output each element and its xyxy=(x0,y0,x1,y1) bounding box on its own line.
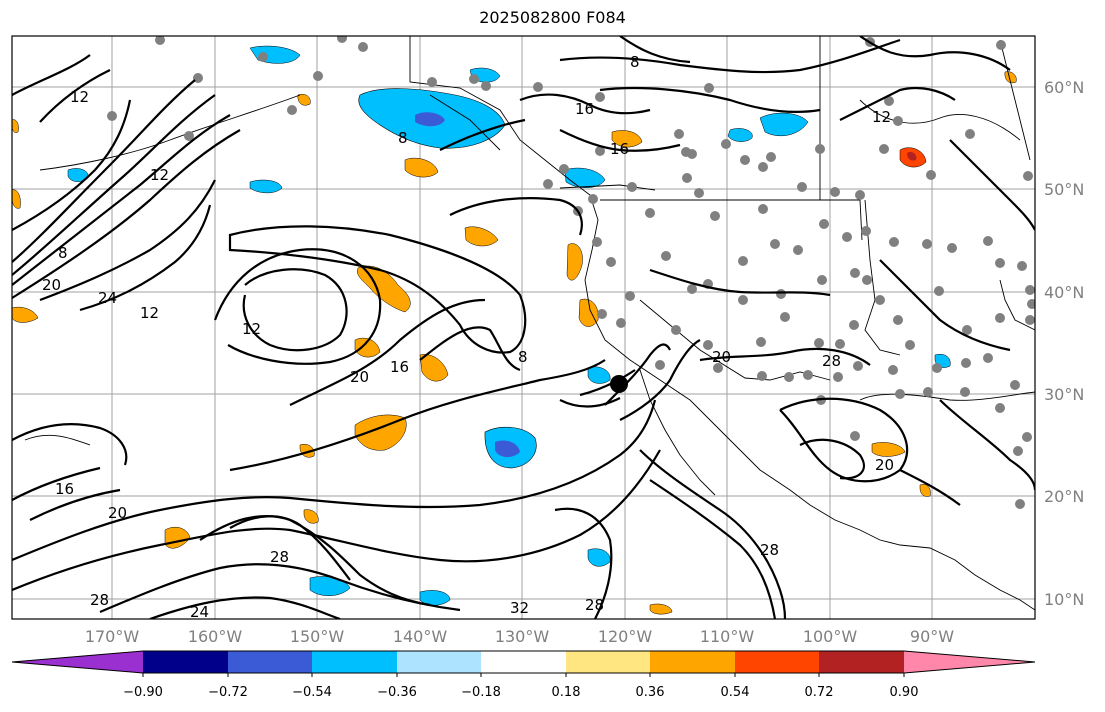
contour-label: 28 xyxy=(822,352,841,370)
colorbar-segment xyxy=(735,651,819,673)
contour-label: 28 xyxy=(270,548,289,566)
contour-labels: 8 8 8 8 12 12 12 12 12 16 16 16 16 20 20… xyxy=(42,53,894,621)
contour-label: 24 xyxy=(190,603,209,621)
map-title: 2025082800 F084 xyxy=(479,8,626,27)
colorbar-tick-label: 0.72 xyxy=(805,685,834,700)
colorbar-segment xyxy=(650,651,735,673)
contour-label: 16 xyxy=(390,358,409,376)
contour-label: 8 xyxy=(58,244,68,262)
lon-tick-label: 90°W xyxy=(910,627,954,646)
contour-label: 20 xyxy=(350,368,369,386)
contour-label: 28 xyxy=(90,591,109,609)
colorbar-tick-label: −0.72 xyxy=(208,685,248,700)
colorbar-segment xyxy=(904,651,1035,673)
lon-tick-label: 100°W xyxy=(803,627,858,646)
latitude-labels: 60°N 50°N 40°N 30°N 20°N 10°N xyxy=(1044,78,1084,609)
colorbar-tick-label: −0.36 xyxy=(377,685,417,700)
graticule xyxy=(12,36,1035,619)
lon-tick-label: 130°W xyxy=(495,627,550,646)
colorbar-tick-label: −0.18 xyxy=(461,685,501,700)
contour-label: 12 xyxy=(140,304,159,322)
contour-label: 8 xyxy=(518,348,528,366)
contour-label: 12 xyxy=(872,108,891,126)
contour-label: 12 xyxy=(242,320,261,338)
lat-tick-label: 50°N xyxy=(1044,180,1084,199)
colorbar-segment xyxy=(819,651,904,673)
contour-label: 20 xyxy=(712,348,731,366)
colorbar-tick-label: −0.54 xyxy=(292,685,332,700)
colorbar-tick-label: 0.18 xyxy=(552,685,581,700)
colorbar-segment xyxy=(143,651,228,673)
colorbar-segment xyxy=(312,651,397,673)
lon-tick-label: 150°W xyxy=(290,627,345,646)
contour-label: 8 xyxy=(398,129,408,147)
marker-point xyxy=(610,375,628,393)
colorbar-segment xyxy=(566,651,650,673)
colorbar-segment xyxy=(228,651,312,673)
contour-label: 24 xyxy=(98,289,117,307)
lon-tick-label: 140°W xyxy=(393,627,448,646)
colorbar-tick-label: −0.90 xyxy=(123,685,163,700)
colorbar-tick-label: 0.36 xyxy=(636,685,665,700)
contour-label: 28 xyxy=(585,596,604,614)
contour-label: 28 xyxy=(760,541,779,559)
lat-tick-label: 10°N xyxy=(1044,590,1084,609)
map-frame xyxy=(11,35,1036,620)
lon-tick-label: 170°W xyxy=(85,627,140,646)
lat-tick-label: 30°N xyxy=(1044,385,1084,404)
colorbar-tick-label: 0.54 xyxy=(721,685,750,700)
lat-tick-label: 60°N xyxy=(1044,78,1084,97)
contour-label: 16 xyxy=(55,480,74,498)
station-dots xyxy=(107,36,1035,509)
contour-label: 12 xyxy=(150,166,169,184)
contour-label: 16 xyxy=(610,140,629,158)
contour-label: 20 xyxy=(108,504,127,522)
contour-label: 32 xyxy=(510,599,529,617)
map-panel: 8 8 8 8 12 12 12 12 12 16 16 16 16 20 20… xyxy=(12,36,1035,621)
contour-label: 12 xyxy=(70,88,89,106)
contour-lines xyxy=(12,36,1035,619)
lon-tick-label: 160°W xyxy=(188,627,243,646)
colorbar-segment xyxy=(397,651,481,673)
contour-label: 8 xyxy=(630,53,640,71)
colorbar-segment xyxy=(481,651,566,673)
lon-tick-label: 120°W xyxy=(598,627,653,646)
shaded-field xyxy=(12,45,1017,615)
lon-tick-label: 110°W xyxy=(700,627,755,646)
longitude-labels: 170°W 160°W 150°W 140°W 130°W 120°W 110°… xyxy=(85,627,954,646)
lat-tick-label: 20°N xyxy=(1044,487,1084,506)
colorbar-tick-label: 0.90 xyxy=(890,685,919,700)
colorbar: −0.90 −0.72 −0.54 −0.36 −0.18 0.18 0.36 … xyxy=(11,650,1036,700)
contour-label: 20 xyxy=(42,276,61,294)
contour-label: 16 xyxy=(575,100,594,118)
lat-tick-label: 40°N xyxy=(1044,283,1084,302)
contour-label: 20 xyxy=(875,456,894,474)
colorbar-segment xyxy=(12,651,143,673)
